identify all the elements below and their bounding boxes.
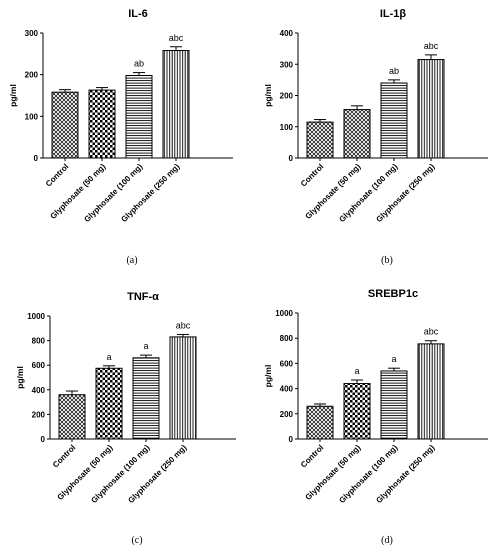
y-tick-label: 1000 bbox=[27, 312, 45, 321]
y-tick-label: 400 bbox=[280, 29, 294, 38]
significance-label: abc bbox=[169, 33, 184, 43]
y-tick-label: 0 bbox=[41, 435, 46, 444]
y-tick-label: 400 bbox=[32, 386, 46, 395]
bar-0 bbox=[58, 394, 86, 440]
bar-1 bbox=[88, 89, 116, 159]
panel-label: (d) bbox=[381, 535, 393, 546]
category-label: Control bbox=[44, 162, 70, 188]
category-label: Control bbox=[299, 443, 325, 469]
bar-1 bbox=[95, 367, 123, 440]
category-label: Control bbox=[51, 443, 77, 469]
bar-2 bbox=[380, 370, 408, 440]
y-tick-label: 200 bbox=[280, 410, 294, 419]
bar-2 bbox=[132, 357, 160, 440]
y-tick-label: 600 bbox=[32, 361, 46, 370]
chart-title: IL-1β bbox=[380, 8, 407, 20]
significance-label: a bbox=[106, 352, 111, 362]
bar-3 bbox=[162, 50, 190, 159]
significance-label: abc bbox=[424, 327, 439, 337]
significance-label: ab bbox=[389, 66, 399, 76]
bar-3 bbox=[417, 59, 445, 159]
y-tick-label: 300 bbox=[280, 60, 294, 69]
bar-2 bbox=[125, 75, 153, 159]
y-tick-label: 0 bbox=[289, 154, 294, 163]
chart-panel-1: IL-1βpg/ml0100200300400ControlGlyphosate… bbox=[263, 8, 488, 266]
panel-label: (b) bbox=[381, 255, 393, 266]
y-tick-label: 200 bbox=[280, 92, 294, 101]
bar-1 bbox=[343, 383, 371, 440]
y-tick-label: 100 bbox=[25, 112, 39, 121]
significance-label: abc bbox=[176, 320, 191, 330]
y-tick-label: 0 bbox=[34, 154, 39, 163]
bar-1 bbox=[343, 109, 371, 159]
y-axis-label: pg/ml bbox=[15, 366, 25, 389]
y-axis-label: pg/ml bbox=[263, 84, 273, 107]
chart-title: IL-6 bbox=[128, 8, 148, 20]
bar-2 bbox=[380, 82, 408, 159]
y-tick-label: 400 bbox=[280, 385, 294, 394]
y-tick-label: 800 bbox=[32, 337, 46, 346]
bar-0 bbox=[51, 91, 79, 159]
significance-label: abc bbox=[424, 41, 439, 51]
y-tick-label: 600 bbox=[280, 359, 294, 368]
bar-0 bbox=[306, 405, 334, 440]
bar-0 bbox=[306, 121, 334, 159]
chart-title: SREBP1c bbox=[368, 288, 418, 300]
y-axis-label: pg/ml bbox=[8, 84, 18, 107]
significance-label: a bbox=[143, 341, 148, 351]
panel-label: (c) bbox=[131, 535, 142, 546]
bar-3 bbox=[417, 343, 445, 440]
significance-label: a bbox=[354, 366, 359, 376]
significance-label: a bbox=[391, 354, 396, 364]
y-tick-label: 200 bbox=[32, 410, 46, 419]
y-tick-label: 0 bbox=[289, 435, 294, 444]
y-axis-label: pg/ml bbox=[263, 365, 273, 388]
y-tick-label: 1000 bbox=[275, 309, 293, 318]
chart-title: TNF-α bbox=[127, 291, 159, 303]
significance-label: ab bbox=[134, 59, 144, 69]
bar-3 bbox=[169, 336, 197, 440]
category-label: Control bbox=[299, 162, 325, 188]
chart-panel-2: TNF-αpg/ml02004006008001000ControlaGlyph… bbox=[15, 291, 236, 546]
y-tick-label: 100 bbox=[280, 123, 294, 132]
y-tick-label: 800 bbox=[280, 334, 294, 343]
chart-panel-3: SREBP1cpg/ml02004006008001000ControlaGly… bbox=[263, 288, 488, 546]
panel-label: (a) bbox=[126, 255, 137, 266]
y-tick-label: 200 bbox=[25, 71, 39, 80]
y-tick-label: 300 bbox=[25, 29, 39, 38]
